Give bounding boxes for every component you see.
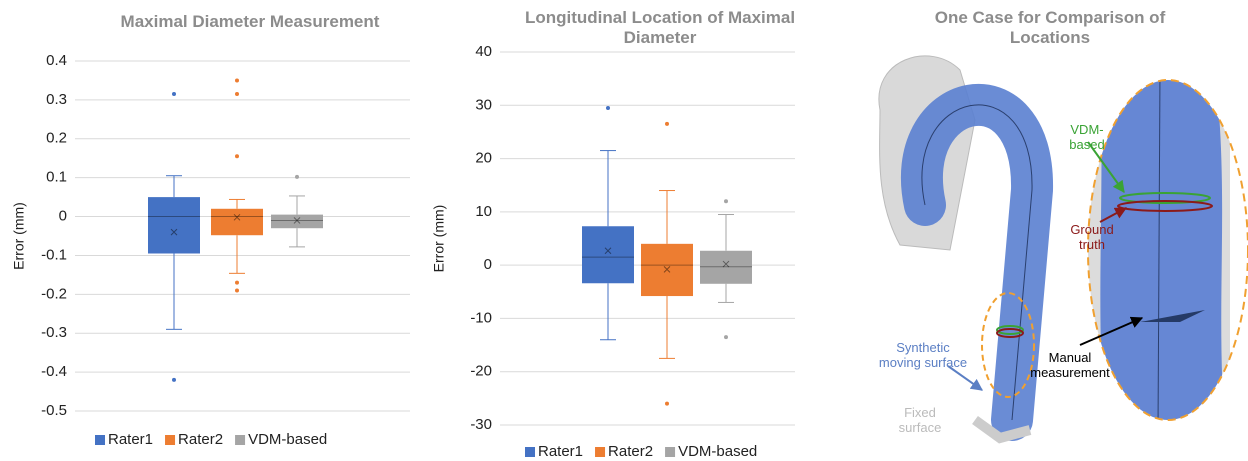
legend-swatch	[235, 435, 246, 445]
outlier	[724, 199, 728, 204]
legend-label: Rater2	[608, 443, 653, 460]
aorta-illustration	[878, 55, 1248, 444]
annotation: Ground truth	[1070, 222, 1114, 252]
outlier	[295, 174, 299, 179]
box	[148, 197, 200, 254]
y-tick-label: 0	[484, 256, 492, 273]
box	[700, 250, 752, 284]
outlier	[235, 78, 239, 83]
annotation: Manual measurement	[1030, 350, 1110, 380]
y-tick-label: 40	[475, 43, 492, 60]
y-tick-label: -10	[470, 309, 492, 326]
outlier	[235, 92, 239, 97]
y-tick-label: -20	[470, 363, 492, 380]
mean-marker	[604, 247, 612, 255]
box	[582, 226, 634, 284]
y-tick-label: 30	[475, 96, 492, 113]
y-tick-label: 0.2	[46, 130, 67, 147]
legend-label: Rater2	[178, 431, 223, 448]
annotation: VDM-based	[1069, 122, 1105, 152]
mean-marker	[663, 266, 671, 273]
box	[271, 214, 323, 229]
y-tick-label: -0.4	[41, 363, 67, 380]
y-tick-label: 10	[475, 203, 492, 220]
legend-label: Rater1	[108, 431, 153, 448]
y-tick-label: 0	[59, 208, 67, 225]
annotation: Synthetic moving surface	[878, 340, 968, 370]
outlier	[235, 154, 239, 159]
y-tick-label: 0.3	[46, 91, 67, 108]
y-tick-label: 20	[475, 150, 492, 167]
outlier	[235, 288, 239, 293]
y-tick-label: -30	[470, 416, 492, 433]
y-tick-label: -0.2	[41, 285, 67, 302]
y-tick-label: -0.1	[41, 246, 67, 263]
annotation: Fixed surface	[898, 405, 942, 435]
mean-marker	[722, 260, 730, 268]
mean-marker	[233, 213, 241, 221]
legend-swatch	[525, 447, 535, 457]
y-tick-label: -0.5	[41, 402, 67, 419]
y-tick-label: 0.4	[46, 52, 67, 69]
illustration-title: One Case for Comparison of Locations	[934, 8, 1166, 47]
outlier	[172, 92, 176, 97]
legend-swatch	[165, 435, 176, 445]
y-tick-label: -0.3	[41, 324, 67, 341]
mean-marker	[293, 217, 301, 224]
legend-label: VDM-based	[678, 443, 757, 460]
legend-swatch	[595, 447, 606, 457]
outlier	[235, 280, 239, 285]
legend-swatch	[665, 447, 676, 457]
legend-label: Rater1	[538, 443, 583, 460]
y-axis-label: Error (mm)	[431, 205, 447, 273]
y-axis-label: Error (mm)	[11, 202, 27, 270]
mean-marker	[170, 228, 178, 236]
outlier	[665, 121, 669, 126]
legend-label: VDM-based	[248, 431, 327, 448]
box	[211, 208, 263, 236]
outlier	[606, 105, 610, 110]
box	[641, 243, 693, 297]
chart-title: Maximal Diameter Measurement	[120, 12, 380, 31]
outlier	[724, 335, 728, 340]
y-tick-label: 0.1	[46, 169, 67, 186]
chart-title: Longitudinal Location of Maximal Diamete…	[524, 8, 796, 47]
legend-swatch	[95, 435, 105, 445]
outlier	[665, 401, 669, 406]
outlier	[172, 377, 176, 382]
